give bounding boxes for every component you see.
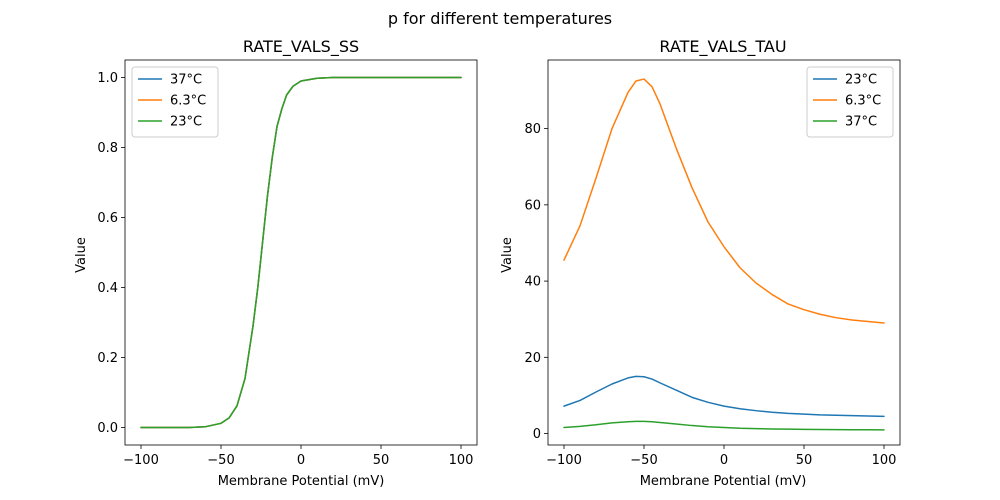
series-group (140, 76, 462, 429)
x-axis-label: Membrane Potential (mV) (218, 474, 385, 489)
legend-label: 23°C (845, 73, 877, 88)
legend-box (131, 66, 219, 138)
x-tick-label: −50 (207, 453, 234, 468)
series-line-37-c (563, 420, 885, 431)
y-axis-label: Value (74, 237, 89, 273)
legend-box (806, 66, 894, 138)
y-tick-label: 80 (524, 122, 541, 137)
series-line-6-3-c (563, 78, 885, 324)
y-tick-label: 0.2 (97, 351, 118, 366)
y-tick-label: 0.4 (97, 281, 118, 296)
x-tick-label: −50 (630, 453, 657, 468)
x-tick-label: −100 (546, 453, 582, 468)
panel-title: RATE_VALS_TAU (659, 37, 786, 57)
series-line-23-c (140, 76, 462, 429)
y-tick-label: 0.0 (97, 421, 118, 436)
figure-suptitle: p for different temperatures (388, 9, 612, 28)
y-tick-label: 40 (524, 275, 541, 290)
y-tick-label: 0.6 (97, 211, 118, 226)
x-tick-label: 0 (720, 453, 728, 468)
series-line-23-c (563, 375, 885, 418)
legend-label: 6.3°C (845, 94, 881, 109)
y-tick-label: 1.0 (97, 71, 118, 86)
series-group (563, 78, 885, 431)
x-tick-label: 0 (297, 453, 305, 468)
legend-label: 23°C (170, 115, 202, 130)
y-tick-label: 0.8 (97, 141, 118, 156)
x-tick-label: −100 (123, 453, 159, 468)
legend: 37°C 6.3°C 23°C (131, 66, 219, 138)
y-tick-label: 20 (524, 351, 541, 366)
y-tick-label: 60 (524, 198, 541, 213)
x-tick-label: 50 (796, 453, 813, 468)
y-axis-label: Value (500, 237, 515, 273)
y-tick-label: 0 (533, 427, 541, 442)
panel-rate-vals-ss: RATE_VALS_SS Membrane Potential (mV) Val… (74, 37, 478, 489)
panel-rate-vals-tau: RATE_VALS_TAU Membrane Potential (mV) Va… (500, 37, 901, 489)
x-tick-label: 100 (449, 453, 474, 468)
x-tick-label: 100 (872, 453, 897, 468)
legend-label: 37°C (845, 115, 877, 130)
x-axis-label: Membrane Potential (mV) (640, 474, 807, 489)
legend-label: 6.3°C (170, 94, 206, 109)
panel-title: RATE_VALS_SS (243, 37, 359, 57)
legend: 23°C 6.3°C 37°C (806, 66, 894, 138)
x-tick-label: 50 (373, 453, 390, 468)
legend-label: 37°C (170, 73, 202, 88)
